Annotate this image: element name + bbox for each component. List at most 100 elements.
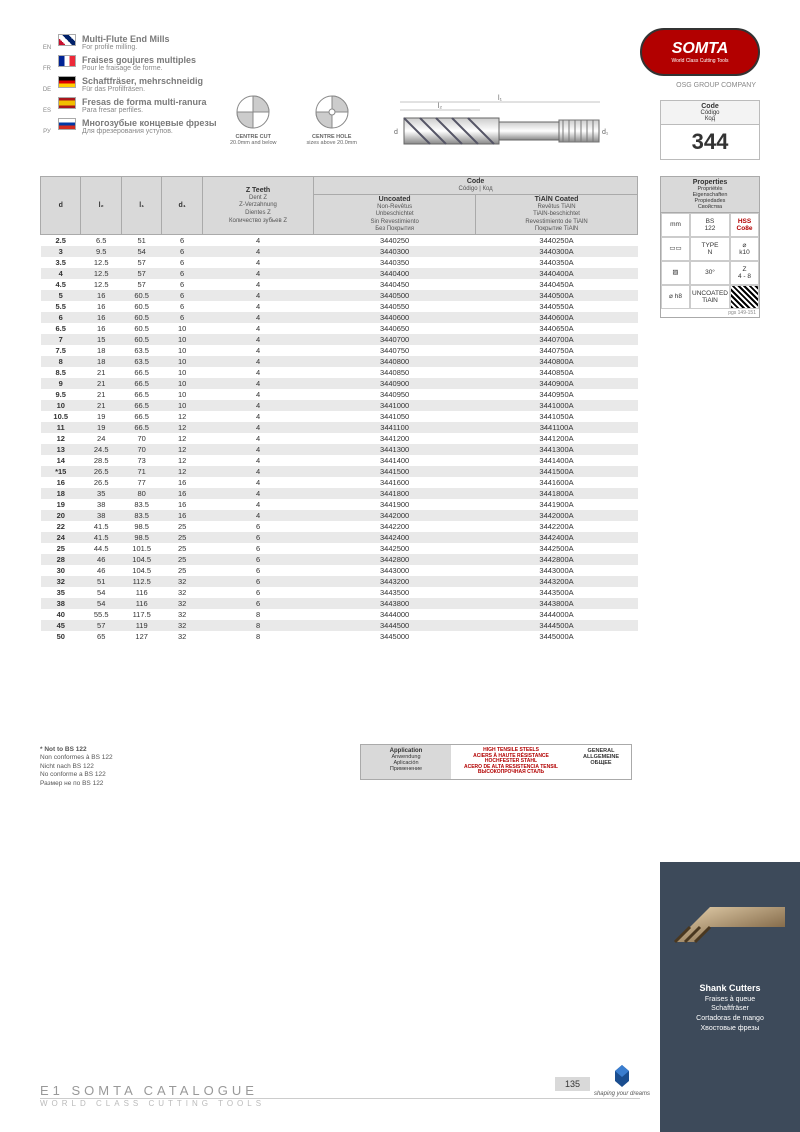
- footnote-line: Nicht nach BS 122: [40, 763, 113, 771]
- table-row: 12247012434412003441200A: [41, 433, 638, 444]
- table-row: 1428.57312434414003441400A: [41, 455, 638, 466]
- table-row: 3046104.525634430003443000A: [41, 565, 638, 576]
- lang-sub: Für das Profilfräsen.: [82, 86, 203, 93]
- props-grid: mmBS122HSSCo8e▭▭TYPEN⌀k10▨30°Z4 - 8⌀ h8U…: [661, 213, 759, 309]
- lang-sub: For profile milling.: [82, 44, 170, 51]
- category-sidebar: Shank Cutters Fraises à queueSchaftfräse…: [660, 862, 800, 1132]
- table-row: 9.52166.510434409503440950A: [41, 389, 638, 400]
- product-code-number: 344: [661, 124, 759, 159]
- table-row: 39.5546434403003440300A: [41, 246, 638, 257]
- footnote-block: * Not to BS 122 Non conformes à BS 122Ni…: [40, 746, 113, 788]
- svg-text:d₁: d₁: [602, 129, 609, 136]
- props-cell: HSSCo8e: [730, 213, 759, 237]
- table-row: 2.56.5516434402503440250A: [41, 234, 638, 246]
- table-row: 10.51966.512434410503441050A: [41, 411, 638, 422]
- footnote-line: No conforme a BS 122: [40, 771, 113, 779]
- table-row: 3.512.5576434403503440350A: [41, 257, 638, 268]
- category-line: Schaftfräser: [670, 1004, 790, 1014]
- flag-code: DE: [40, 87, 54, 93]
- footnote-line: Размер не по BS 122: [40, 780, 113, 788]
- flag-icon: [58, 97, 76, 109]
- table-row: 203883.516434420003442000A: [41, 510, 638, 521]
- page-number: 135: [555, 1077, 590, 1091]
- diagram-sub: 20.0mm and below: [230, 140, 276, 146]
- table-row: 1324.57012434413003441300A: [41, 444, 638, 455]
- flag-icon: [58, 76, 76, 88]
- lang-title: Fraises goujures multiples: [82, 55, 196, 65]
- table-row: 18358016434418003441800A: [41, 488, 638, 499]
- table-row: 2241.598.525634422003442200A: [41, 521, 638, 532]
- table-row: 71560.510434407003440700A: [41, 334, 638, 345]
- languages-block: EN Multi-Flute End MillsFor profile mill…: [40, 34, 217, 139]
- flag-code: РУ: [40, 129, 54, 135]
- props-cell: ▭▭: [661, 237, 690, 261]
- lang-sub: Para fresar perfiles.: [82, 107, 207, 114]
- spec-table: d l₂ l₁ d₁ Z TeethDent ZZ-VerzahnungDien…: [40, 176, 638, 642]
- brand-name: SOMTA: [672, 40, 729, 58]
- props-page-ref: pgs 149-151: [661, 309, 759, 317]
- table-row: 1626.57716434416003441600A: [41, 477, 638, 488]
- code-label-ru: Код: [661, 116, 759, 122]
- table-row: 355411632634435003443500A: [41, 587, 638, 598]
- flag-icon: [58, 118, 76, 130]
- code-label: Code: [661, 103, 759, 110]
- table-row: 3251112.532634432003443200A: [41, 576, 638, 587]
- flag-code: FR: [40, 66, 54, 72]
- table-row: 7.51863.510434407503440750A: [41, 345, 638, 356]
- lang-title: Multi-Flute End Mills: [82, 34, 170, 44]
- table-row: 5.51660.56434405503440550A: [41, 301, 638, 312]
- app-head-sub: Anwendung Aplicación Применение: [364, 754, 448, 772]
- table-row: 111966.512434411003441100A: [41, 422, 638, 433]
- props-cell: 30°: [690, 261, 730, 285]
- table-row: 506512732834450003445000A: [41, 631, 638, 642]
- props-cell: TYPEN: [690, 237, 730, 261]
- props-cell: mm: [661, 213, 690, 237]
- table-row: 455711932834445003444500A: [41, 620, 638, 631]
- props-cell: ⌀ h8: [661, 285, 690, 309]
- props-cell: ▨: [661, 261, 690, 285]
- lang-title: Schaftfräser, mehrschneidig: [82, 76, 203, 86]
- mill-photo: [670, 892, 790, 962]
- footnote-bold: * Not to BS 122: [40, 746, 113, 754]
- app-general: GENERAL ALLGEMEINE ОБЩЕЕ: [571, 745, 631, 779]
- lang-title: Многозубые концевые фрезы: [82, 118, 217, 128]
- lang-sub: Pour le fraisage de forme.: [82, 65, 196, 72]
- category-line: Cortadoras de mango: [670, 1014, 790, 1024]
- category-line: Fraises à queue: [670, 995, 790, 1005]
- table-row: 6.51660.510434406503440650A: [41, 323, 638, 334]
- table-row: 8.52166.510434408503440850A: [41, 367, 638, 378]
- footer-subtitle: WORLD CLASS CUTTING TOOLS: [40, 1099, 640, 1108]
- props-cell: ⌀k10: [730, 237, 759, 261]
- table-row: 2544.5101.525634425003442500A: [41, 543, 638, 554]
- props-sub: Propriétés Eigenschaften Propiedades Сво…: [661, 186, 759, 210]
- end-mill-diagram: l₁ l₂ d d₁: [390, 92, 610, 160]
- table-row: *1526.57112434415003441500A: [41, 466, 638, 477]
- product-code-box: Code Código Код 344: [660, 100, 760, 160]
- properties-box: Properties Propriétés Eigenschaften Prop…: [660, 176, 760, 318]
- category-line: Хвостовые фрезы: [670, 1024, 790, 1034]
- osg-footer-logo: shaping your dreams: [594, 1063, 650, 1097]
- svg-text:d: d: [394, 129, 398, 136]
- table-row: 412.5576434404003440400A: [41, 268, 638, 279]
- brand-tagline: World Class Cutting Tools: [671, 58, 728, 64]
- table-row: 51660.56434405003440500A: [41, 290, 638, 301]
- flag-icon: [58, 55, 76, 67]
- brand-logo: SOMTA World Class Cutting Tools: [640, 28, 760, 76]
- table-row: 81863.510434408003440800A: [41, 356, 638, 367]
- table-row: 385411632634438003443800A: [41, 598, 638, 609]
- page-footer: E1 SOMTA CATALOGUE WORLD CLASS CUTTING T…: [40, 1083, 640, 1108]
- svg-text:l₂: l₂: [438, 103, 443, 110]
- table-row: 102166.510434410003441000A: [41, 400, 638, 411]
- svg-text:l₁: l₁: [498, 95, 503, 102]
- table-row: 2846104.525634428003442800A: [41, 554, 638, 565]
- props-cell: [730, 285, 759, 309]
- props-cell: Z4 - 8: [730, 261, 759, 285]
- flag-code: EN: [40, 45, 54, 51]
- osg-company-label: OSG GROUP COMPANY: [676, 82, 756, 89]
- table-row: 92166.510434409003440900A: [41, 378, 638, 389]
- application-box: Application Anwendung Aplicación Примене…: [360, 744, 632, 780]
- props-head: Properties: [661, 179, 759, 186]
- diagram-sub: sizes above 20.0mm: [306, 140, 356, 146]
- table-row: 4.512.5576434404503440450A: [41, 279, 638, 290]
- table-row: 4055.5117.532834440003444000A: [41, 609, 638, 620]
